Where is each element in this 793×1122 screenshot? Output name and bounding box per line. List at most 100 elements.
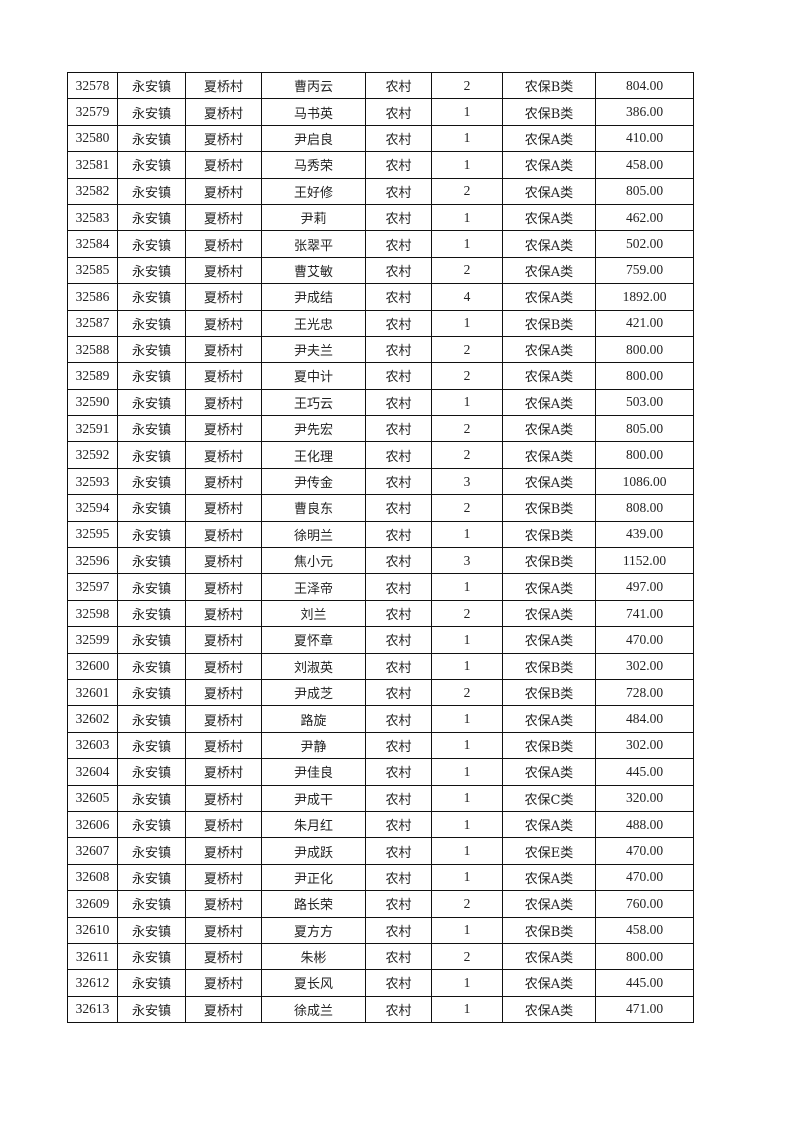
cell-town: 永安镇 bbox=[117, 283, 186, 311]
cell-insurance-category: 农保A类 bbox=[502, 599, 596, 628]
cell-village: 夏桥村 bbox=[185, 467, 262, 496]
cell-village: 夏桥村 bbox=[185, 415, 262, 443]
cell-name: 刘兰 bbox=[261, 599, 366, 628]
cell-name: 王光忠 bbox=[261, 309, 366, 337]
cell-name: 张翠平 bbox=[261, 230, 366, 258]
cell-household-size: 1 bbox=[431, 916, 503, 944]
cell-serial-number: 32609 bbox=[67, 890, 118, 918]
table-row: 32589 永安镇 夏桥村 夏中计 农村 2 农保A类 800.00 bbox=[67, 362, 694, 390]
cell-household-size: 1 bbox=[431, 863, 503, 892]
table-row: 32606 永安镇 夏桥村 朱月红 农村 1 农保A类 488.00 bbox=[67, 810, 694, 839]
cell-household-type: 农村 bbox=[365, 547, 432, 575]
cell-amount: 497.00 bbox=[595, 573, 694, 601]
cell-household-type: 农村 bbox=[365, 362, 432, 390]
cell-village: 夏桥村 bbox=[185, 810, 262, 839]
cell-household-size: 3 bbox=[431, 467, 503, 496]
cell-town: 永安镇 bbox=[117, 124, 186, 153]
cell-household-size: 2 bbox=[431, 335, 503, 364]
cell-name: 王好修 bbox=[261, 177, 366, 205]
cell-name: 尹启良 bbox=[261, 124, 366, 153]
cell-town: 永安镇 bbox=[117, 256, 186, 285]
cell-town: 永安镇 bbox=[117, 969, 186, 997]
cell-household-type: 农村 bbox=[365, 652, 432, 680]
cell-town: 永安镇 bbox=[117, 916, 186, 944]
cell-name: 曹艾敏 bbox=[261, 256, 366, 285]
cell-village: 夏桥村 bbox=[185, 599, 262, 628]
table-row: 32595 永安镇 夏桥村 徐明兰 农村 1 农保B类 439.00 bbox=[67, 520, 694, 549]
table-row: 32603 永安镇 夏桥村 尹静 农村 1 农保B类 302.00 bbox=[67, 731, 694, 760]
cell-household-type: 农村 bbox=[365, 969, 432, 997]
table-row: 32611 永安镇 夏桥村 朱彬 农村 2 农保A类 800.00 bbox=[67, 942, 694, 971]
cell-name: 尹佳良 bbox=[261, 758, 366, 786]
table-row: 32590 永安镇 夏桥村 王巧云 农村 1 农保A类 503.00 bbox=[67, 388, 694, 417]
cell-village: 夏桥村 bbox=[185, 626, 262, 654]
cell-insurance-category: 农保A类 bbox=[502, 441, 596, 469]
cell-insurance-category: 农保A类 bbox=[502, 890, 596, 918]
cell-serial-number: 32586 bbox=[67, 283, 118, 311]
cell-amount: 741.00 bbox=[595, 599, 694, 628]
cell-amount: 302.00 bbox=[595, 731, 694, 760]
cell-amount: 804.00 bbox=[595, 71, 694, 100]
cell-household-type: 农村 bbox=[365, 758, 432, 786]
cell-household-type: 农村 bbox=[365, 415, 432, 443]
cell-name: 曹丙云 bbox=[261, 71, 366, 100]
cell-serial-number: 32582 bbox=[67, 177, 118, 205]
cell-amount: 386.00 bbox=[595, 98, 694, 126]
cell-household-size: 1 bbox=[431, 969, 503, 997]
cell-household-type: 农村 bbox=[365, 388, 432, 417]
cell-household-size: 2 bbox=[431, 415, 503, 443]
cell-town: 永安镇 bbox=[117, 309, 186, 337]
records-table: 32578 永安镇 夏桥村 曹丙云 农村 2 农保B类 804.00 32579 永安镇 夏桥村 马书… bbox=[67, 71, 694, 1024]
cell-serial-number: 32604 bbox=[67, 758, 118, 786]
cell-amount: 458.00 bbox=[595, 151, 694, 179]
cell-town: 永安镇 bbox=[117, 203, 186, 232]
cell-amount: 445.00 bbox=[595, 758, 694, 786]
cell-name: 尹夫兰 bbox=[261, 335, 366, 364]
cell-insurance-category: 农保A类 bbox=[502, 758, 596, 786]
cell-household-size: 2 bbox=[431, 71, 503, 100]
table-row: 32598 永安镇 夏桥村 刘兰 农村 2 农保A类 741.00 bbox=[67, 599, 694, 628]
cell-household-type: 农村 bbox=[365, 731, 432, 760]
cell-name: 王化理 bbox=[261, 441, 366, 469]
cell-insurance-category: 农保A类 bbox=[502, 124, 596, 153]
cell-town: 永安镇 bbox=[117, 942, 186, 971]
cell-household-type: 农村 bbox=[365, 71, 432, 100]
cell-name: 路旋 bbox=[261, 705, 366, 733]
cell-serial-number: 32608 bbox=[67, 863, 118, 892]
cell-town: 永安镇 bbox=[117, 678, 186, 707]
cell-amount: 488.00 bbox=[595, 810, 694, 839]
cell-amount: 800.00 bbox=[595, 942, 694, 971]
cell-amount: 503.00 bbox=[595, 388, 694, 417]
cell-household-type: 农村 bbox=[365, 705, 432, 733]
cell-amount: 502.00 bbox=[595, 230, 694, 258]
cell-town: 永安镇 bbox=[117, 599, 186, 628]
cell-serial-number: 32580 bbox=[67, 124, 118, 153]
cell-village: 夏桥村 bbox=[185, 547, 262, 575]
cell-insurance-category: 农保A类 bbox=[502, 230, 596, 258]
cell-village: 夏桥村 bbox=[185, 441, 262, 469]
cell-insurance-category: 农保A类 bbox=[502, 415, 596, 443]
cell-serial-number: 32589 bbox=[67, 362, 118, 390]
cell-household-size: 2 bbox=[431, 678, 503, 707]
cell-serial-number: 32602 bbox=[67, 705, 118, 733]
cell-village: 夏桥村 bbox=[185, 494, 262, 522]
cell-town: 永安镇 bbox=[117, 652, 186, 680]
cell-town: 永安镇 bbox=[117, 494, 186, 522]
cell-village: 夏桥村 bbox=[185, 151, 262, 179]
cell-insurance-category: 农保B类 bbox=[502, 731, 596, 760]
cell-household-type: 农村 bbox=[365, 441, 432, 469]
cell-town: 永安镇 bbox=[117, 230, 186, 258]
cell-household-type: 农村 bbox=[365, 283, 432, 311]
cell-household-size: 1 bbox=[431, 520, 503, 549]
cell-village: 夏桥村 bbox=[185, 942, 262, 971]
cell-village: 夏桥村 bbox=[185, 758, 262, 786]
cell-serial-number: 32600 bbox=[67, 652, 118, 680]
cell-household-size: 1 bbox=[431, 151, 503, 179]
cell-village: 夏桥村 bbox=[185, 863, 262, 892]
cell-amount: 410.00 bbox=[595, 124, 694, 153]
table-row: 32596 永安镇 夏桥村 焦小元 农村 3 农保B类 1152.00 bbox=[67, 547, 694, 575]
cell-name: 王巧云 bbox=[261, 388, 366, 417]
cell-name: 徐明兰 bbox=[261, 520, 366, 549]
cell-amount: 728.00 bbox=[595, 678, 694, 707]
cell-serial-number: 32610 bbox=[67, 916, 118, 944]
